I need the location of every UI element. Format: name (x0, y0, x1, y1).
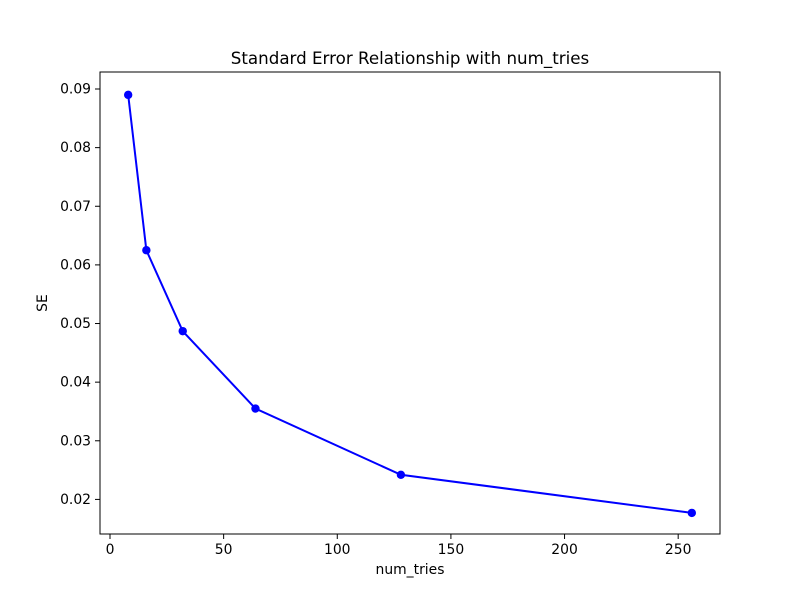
y-tick-label: 0.08 (60, 140, 91, 156)
x-axis-ticks: 0 50 100 150 200 250 (106, 534, 692, 558)
y-tick-label: 0.05 (60, 316, 91, 332)
y-tick-label: 0.09 (60, 82, 91, 98)
se-line-series (127, 94, 692, 514)
y-tick-label: 0.03 (60, 433, 91, 449)
data-point (178, 326, 187, 336)
data-point (251, 404, 260, 413)
x-tick-label: 50 (215, 542, 233, 558)
y-tick-label: 0.04 (60, 375, 91, 391)
x-tick-label: 250 (665, 542, 692, 558)
chart-title: Standard Error Relationship with num_tri… (231, 48, 589, 69)
data-point (687, 508, 697, 518)
plot-area (99, 71, 721, 535)
y-axis-ticks: 0.02 0.03 0.04 0.05 0.06 0.07 0.08 0.09 (60, 82, 100, 508)
y-tick-label: 0.02 (60, 492, 91, 508)
y-tick-label: 0.06 (60, 257, 91, 273)
data-point (396, 470, 406, 479)
data-point (123, 90, 133, 100)
x-tick-label: 0 (106, 542, 115, 558)
x-tick-label: 100 (324, 542, 351, 558)
x-axis-label: num_tries (376, 562, 445, 578)
se-data-points (123, 90, 697, 518)
x-tick-label: 200 (551, 542, 578, 558)
y-tick-label: 0.07 (60, 199, 91, 215)
x-tick-label: 150 (438, 542, 465, 558)
data-point (142, 246, 151, 255)
y-axis-label: SE (35, 294, 51, 312)
